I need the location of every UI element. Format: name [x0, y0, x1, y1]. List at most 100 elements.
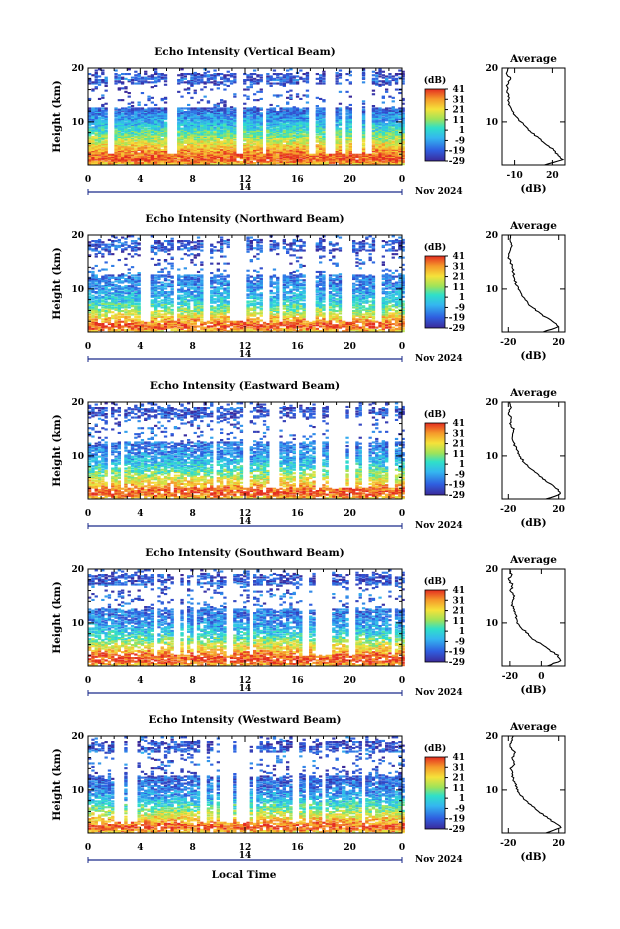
heatmap-cell [338, 138, 343, 141]
heatmap-cell [371, 144, 376, 147]
heatmap-cell [335, 147, 339, 150]
heatmap-cell [124, 157, 128, 160]
heatmap-cell [302, 122, 306, 125]
heatmap-cell [302, 152, 306, 155]
heatmap-cell [150, 114, 154, 117]
heatmap-cell [150, 81, 154, 84]
heatmap-cell [97, 133, 102, 136]
heatmap-cell [220, 319, 224, 322]
heatmap-cell [177, 318, 181, 321]
heatmap-cell [223, 326, 227, 329]
heatmap-cell [114, 148, 118, 151]
heatmap-cell [200, 163, 204, 166]
heatmap-cell [190, 140, 194, 143]
heatmap-cell [338, 107, 343, 110]
heatmap-cell [269, 115, 273, 118]
heatmap-cell [385, 116, 389, 119]
heatmap-cell [177, 151, 181, 154]
heatmap-cell [150, 324, 154, 327]
heatmap-cell [137, 148, 141, 151]
heatmap-cell [381, 135, 385, 138]
heatmap-cell [292, 157, 296, 160]
heatmap-cell [104, 109, 108, 112]
heatmap-cell [114, 329, 118, 332]
heatmap-cell [114, 319, 118, 322]
heatmap-cell [177, 121, 181, 124]
heatmap-cell [398, 326, 402, 329]
heatmap-cell [180, 73, 184, 76]
heatmap-cell [279, 113, 283, 116]
heatmap-cell [269, 139, 273, 142]
heatmap-cell [289, 79, 293, 82]
heatmap-cell [206, 131, 211, 134]
heatmap-cell [114, 76, 118, 79]
heatmap-cell [206, 154, 211, 157]
heatmap-cell [144, 122, 148, 125]
heatmap-cell [216, 148, 220, 151]
heatmap-cell [147, 122, 151, 125]
heatmap-cell [305, 151, 310, 154]
heatmap-cell [154, 81, 158, 84]
heatmap-cell [150, 75, 154, 78]
heatmap-cell [355, 160, 359, 163]
heatmap-cell [226, 154, 230, 157]
heatmap-cell [289, 134, 293, 137]
heatmap-cell [266, 118, 270, 121]
heatmap-cell [117, 119, 121, 122]
heatmap-cell [137, 116, 141, 119]
heatmap-cell [279, 126, 283, 129]
heatmap-cell [335, 82, 339, 85]
heatmap-cell [253, 152, 257, 155]
heatmap-cell [88, 141, 92, 144]
heatmap-cell [183, 134, 187, 137]
heatmap-cell [299, 134, 303, 137]
heatmap-cell [272, 160, 277, 163]
heatmap-cell [345, 151, 349, 154]
heatmap-cell [286, 114, 290, 117]
heatmap-cell [325, 330, 329, 333]
heatmap-cell [200, 154, 204, 157]
heatmap-cell [328, 326, 333, 329]
heatmap-cell [286, 143, 290, 146]
heatmap-cell [345, 127, 349, 130]
heatmap-cell [246, 140, 250, 143]
heatmap-cell [256, 112, 260, 115]
heatmap-cell [180, 151, 184, 154]
heatmap-cell [130, 143, 135, 146]
heatmap-cell [101, 318, 105, 321]
heatmap-cell [154, 116, 158, 119]
heatmap-cell [305, 158, 310, 161]
heatmap-cell [121, 119, 125, 122]
heatmap-cell [282, 150, 286, 153]
heatmap-cell [114, 108, 118, 111]
heatmap-cell [196, 156, 201, 159]
heatmap-cell [272, 318, 277, 321]
heatmap-cell [233, 112, 237, 115]
heatmap-cell [249, 119, 253, 122]
heatmap-cell [104, 134, 108, 137]
heatmap-cell [391, 129, 395, 132]
heatmap-cell [206, 147, 211, 150]
heatmap-cell [394, 77, 399, 80]
heatmap-cell [107, 329, 112, 332]
heatmap-cell [206, 140, 211, 143]
heatmap-cell [160, 73, 164, 76]
heatmap-cell [401, 159, 405, 162]
heatmap-cell [137, 74, 141, 77]
heatmap-cell [302, 145, 306, 148]
heatmap-cell [236, 325, 240, 328]
heatmap-cell [190, 129, 194, 132]
colorbar-tick-label: -19 [449, 147, 465, 157]
heatmap-cell [150, 126, 154, 129]
heatmap-cell [305, 325, 310, 328]
heatmap-cell [305, 89, 310, 92]
heatmap-cell [256, 116, 260, 119]
heatmap-cell [137, 73, 141, 76]
heatmap-cell [338, 139, 343, 142]
heatmap-cell [150, 128, 154, 131]
heatmap-cell [223, 114, 227, 117]
heatmap-cell [144, 73, 148, 76]
heatmap-cell [236, 156, 240, 159]
heatmap-cell [104, 116, 108, 119]
heatmap-cell [163, 118, 168, 121]
